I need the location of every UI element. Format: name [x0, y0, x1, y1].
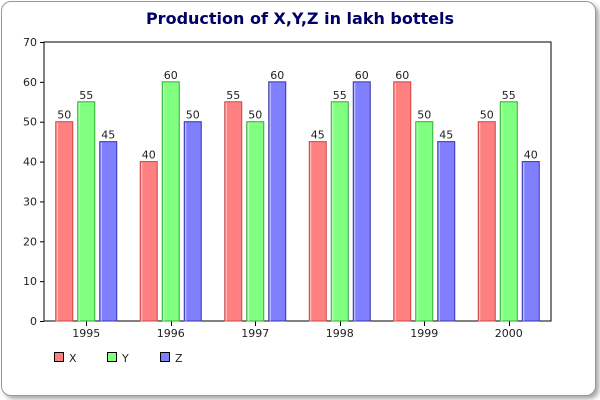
bar-z — [268, 81, 287, 322]
bar-x — [477, 121, 496, 322]
bar-z — [521, 161, 540, 322]
bar-x — [55, 121, 74, 322]
x-tick-label: 1997 — [241, 327, 269, 340]
bar-x — [139, 161, 158, 322]
data-label: 60 — [355, 69, 369, 82]
bar-x — [224, 101, 243, 322]
data-label: 60 — [164, 69, 178, 82]
data-label: 50 — [57, 109, 71, 122]
x-tick-label: 2000 — [495, 327, 523, 340]
x-tick-label: 1999 — [410, 327, 438, 340]
data-label: 50 — [417, 109, 431, 122]
data-label: 60 — [270, 69, 284, 82]
y-tick-label: 30 — [23, 195, 37, 208]
data-label: 40 — [142, 149, 156, 162]
data-label: 45 — [439, 129, 453, 142]
bar-y — [161, 81, 180, 322]
bar-y — [415, 121, 434, 322]
data-label: 50 — [248, 109, 262, 122]
data-label: 45 — [101, 129, 115, 142]
x-tick-label: 1996 — [157, 327, 185, 340]
bar-x — [393, 81, 412, 322]
y-tick-label: 10 — [23, 275, 37, 288]
legend-label: Z — [175, 352, 183, 365]
x-tick-label: 1998 — [326, 327, 354, 340]
legend-swatch-y — [107, 352, 117, 362]
legend-label: X — [69, 352, 77, 365]
legend-label: Y — [121, 352, 129, 365]
data-label: 50 — [186, 109, 200, 122]
data-label: 50 — [480, 109, 494, 122]
y-tick-label: 0 — [30, 315, 37, 328]
y-tick-label: 50 — [23, 116, 37, 129]
y-tick-label: 60 — [23, 76, 37, 89]
bar-x — [308, 141, 327, 322]
data-label: 55 — [79, 89, 93, 102]
data-label: 45 — [311, 129, 325, 142]
bar-y — [330, 101, 349, 322]
y-tick-label: 20 — [23, 235, 37, 248]
data-label: 60 — [395, 69, 409, 82]
bar-y — [77, 101, 96, 322]
bar-z — [183, 121, 202, 322]
plot-area — [43, 41, 552, 322]
x-tick-label: 1995 — [72, 327, 100, 340]
bar-z — [352, 81, 371, 322]
legend-swatch-x — [54, 352, 64, 362]
chart-title: Production of X,Y,Z in lakh bottels — [146, 9, 454, 28]
data-label: 55 — [226, 89, 240, 102]
bar-y — [246, 121, 265, 322]
bar-z — [437, 141, 456, 322]
y-tick-label: 40 — [23, 156, 37, 169]
y-tick-label: 70 — [23, 36, 37, 49]
bar-z — [99, 141, 118, 322]
data-label: 40 — [524, 149, 538, 162]
bar-y — [499, 101, 518, 322]
data-label: 55 — [502, 89, 516, 102]
data-label: 55 — [333, 89, 347, 102]
legend-swatch-z — [160, 352, 170, 362]
